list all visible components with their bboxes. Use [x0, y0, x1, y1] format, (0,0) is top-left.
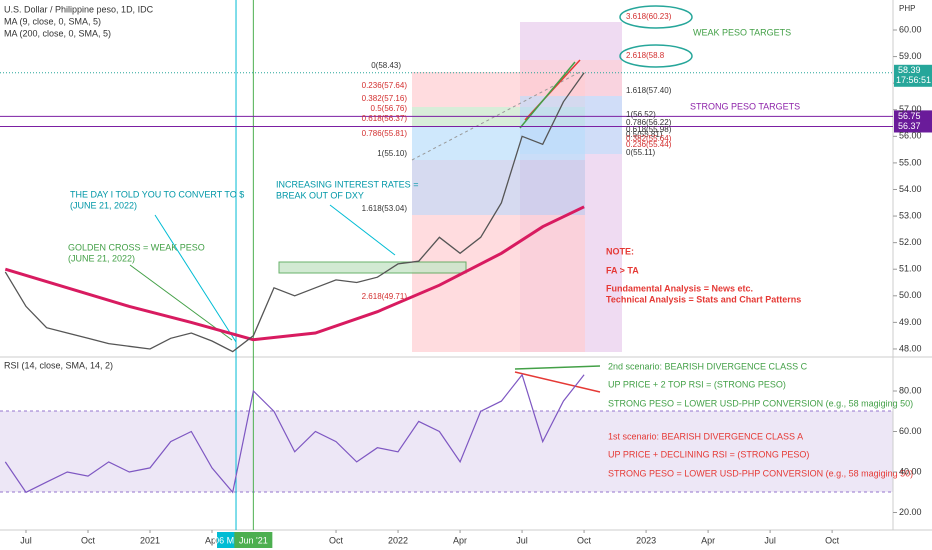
circle — [619, 5, 693, 29]
ma200-line — [4, 205, 585, 342]
annotation: STRONG PESO = LOWER USD-PHP CONVERSION (… — [608, 468, 913, 478]
annotation: (JUNE 21, 2022) — [68, 253, 135, 263]
divergence-line — [514, 371, 601, 393]
fib-label: 0.382(57.16) — [362, 94, 408, 103]
time-tick-label: Jul — [20, 535, 32, 545]
rsi-tick-label: 60.00 — [899, 426, 922, 436]
fib-zone — [412, 160, 585, 215]
level-label: 56.37 — [898, 121, 921, 131]
level-label: 56.75 — [898, 111, 921, 121]
trend-line — [519, 61, 576, 129]
symbol-title: U.S. Dollar / Philippine peso, 1D, IDC — [4, 4, 154, 14]
fib-label: 1(55.10) — [377, 149, 407, 158]
price-tick-label: 56.00 — [899, 131, 922, 141]
fib-label: 2.618(58.8 — [626, 51, 665, 60]
annotation: FA > TA — [606, 265, 639, 275]
rsi-tick-label: 40.00 — [899, 466, 922, 476]
fib-label: 0(55.11) — [626, 148, 656, 157]
indicator-label: MA (9, close, 0, SMA, 5) — [4, 16, 101, 26]
price-tick-label: 55.00 — [899, 157, 922, 167]
time-tick-label: Oct — [577, 535, 592, 545]
price-tick-label: 54.00 — [899, 184, 922, 194]
fib-label: 0.618(55.98) — [626, 125, 672, 134]
fib-label: 1.618(57.40) — [626, 86, 672, 95]
time-tick-label: Jul — [516, 535, 528, 545]
marker-label: Jun '21 — [239, 535, 268, 545]
marker-box — [234, 532, 273, 548]
rsi-tick-label: 20.00 — [899, 507, 922, 517]
last-price-label: 58.39 — [898, 65, 921, 75]
time-tick-label: Jul — [764, 535, 776, 545]
fib-label: 1(56.52) — [626, 110, 656, 119]
fib-label: 0.786(56.22) — [626, 118, 672, 127]
annotation: STRONG PESO = LOWER USD-PHP CONVERSION (… — [608, 398, 913, 408]
rsi-line — [4, 373, 585, 494]
indicator-label: RSI (14, close, SMA, 14, 2) — [4, 360, 113, 370]
annotation: BREAK OUT OF DXY — [276, 190, 364, 200]
rsi-band — [0, 411, 893, 492]
price-tick-label: 49.00 — [899, 317, 922, 327]
price-tick-label: 57.00 — [899, 104, 922, 114]
price-tick-label: 60.00 — [899, 24, 922, 34]
fib-label: 0.786(55.81) — [362, 129, 408, 138]
fib-label: 0.618(56.37) — [362, 114, 408, 123]
fib-label: 0.5(56.76) — [371, 104, 408, 113]
annotation: GOLDEN CROSS = WEAK PESO — [68, 242, 205, 252]
time-tick-label: Oct — [329, 535, 344, 545]
fib-trend — [411, 71, 581, 161]
annotation: 1st scenario: BEARISH DIVERGENCE CLASS A — [608, 431, 803, 441]
arrow — [329, 204, 396, 256]
fib-label: 0.382(55.64) — [626, 134, 672, 143]
price-tick-label: 59.00 — [899, 51, 922, 61]
price-line — [4, 72, 585, 353]
fib-label: 0.5(55.81) — [626, 130, 663, 139]
price-tick-label: 53.00 — [899, 210, 922, 220]
level-box — [894, 120, 932, 133]
price-tick-label: 51.00 — [899, 264, 922, 274]
time-tick-label: Oct — [825, 535, 840, 545]
last-price-box — [894, 64, 932, 87]
annotation: UP PRICE + 2 TOP RSI = (STRONG PESO) — [608, 379, 786, 389]
time-tick-label: 2023 — [636, 535, 656, 545]
time-tick-label: 2021 — [140, 535, 160, 545]
annotation: Technical Analysis = Stats and Chart Pat… — [606, 294, 801, 304]
countdown: 17:56:51 — [896, 75, 931, 85]
time-tick-label: Oct — [81, 535, 96, 545]
fib-zone — [520, 96, 622, 154]
fib-label: 0(58.43) — [371, 61, 401, 70]
annotation: UP PRICE + DECLINING RSI = (STRONG PESO) — [608, 449, 809, 459]
annotation: THE DAY I TOLD YOU TO CONVERT TO $ — [70, 189, 244, 199]
price-tick-label: 50.00 — [899, 290, 922, 300]
price-tick-label: 48.00 — [899, 343, 922, 353]
time-tick-label: Apr — [205, 535, 219, 545]
annotation: Fundamental Analysis = News etc. — [606, 283, 753, 293]
fib-label: 1.618(53.04) — [362, 204, 408, 213]
indicator-label: MA (200, close, 0, SMA, 5) — [4, 28, 111, 38]
annotation: INCREASING INTEREST RATES = — [276, 179, 418, 189]
consolidation-box — [278, 261, 467, 274]
annotation: 2nd scenario: BEARISH DIVERGENCE CLASS C — [608, 361, 808, 371]
time-tick-label: Apr — [453, 535, 467, 545]
rsi-tick-label: 80.00 — [899, 385, 922, 395]
price-tick-label: 52.00 — [899, 237, 922, 247]
fib-label: 2.618(49.71) — [362, 292, 408, 301]
time-tick-label: 2022 — [388, 535, 408, 545]
annotation: WEAK PESO TARGETS — [693, 27, 791, 37]
annotation: STRONG PESO TARGETS — [690, 101, 800, 111]
time-tick-label: Apr — [701, 535, 715, 545]
fib-label: 3.618(60.23) — [626, 12, 672, 21]
currency-unit: PHP — [899, 4, 915, 13]
fib-zone — [412, 215, 585, 352]
annotation: (JUNE 21, 2022) — [70, 200, 137, 210]
arrow — [154, 214, 237, 343]
fib-label: 0.236(55.44) — [626, 140, 672, 149]
level-box — [894, 110, 932, 123]
fib-label: 0.236(57.64) — [362, 81, 408, 90]
circle — [619, 44, 693, 68]
divergence-line — [514, 365, 601, 370]
annotation: NOTE: — [606, 246, 634, 256]
